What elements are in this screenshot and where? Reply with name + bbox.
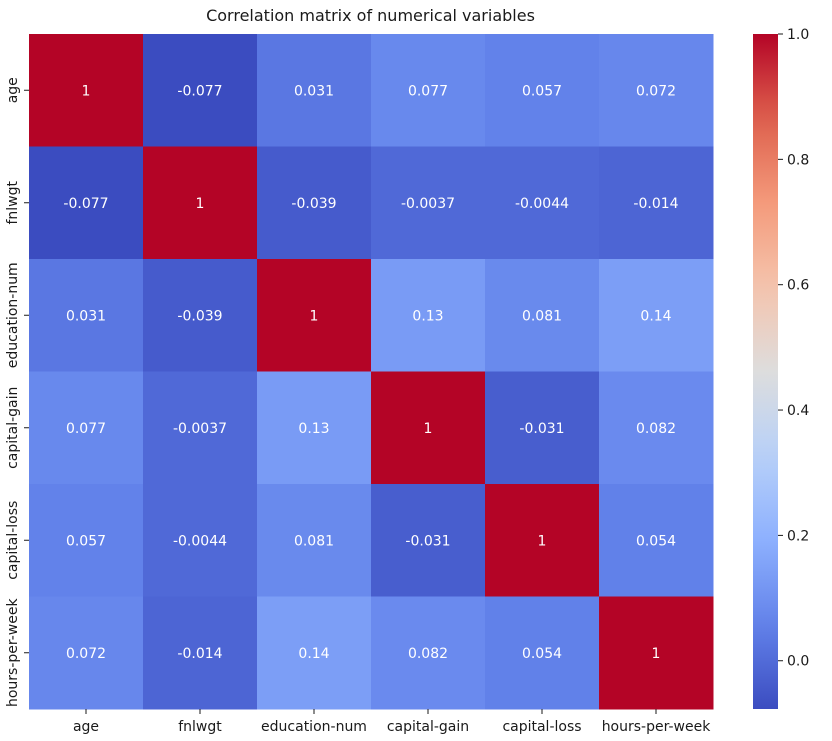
y-tick-label: capital-gain xyxy=(5,387,21,469)
cell-annotation: 0.031 xyxy=(66,308,106,324)
heatmap-cell-fnlwgt-education-num xyxy=(257,146,372,260)
heatmap-cell-fnlwgt-capital-gain xyxy=(371,146,486,260)
y-tick-label: age xyxy=(5,77,21,103)
cell-annotation: -0.031 xyxy=(405,533,450,549)
cell-annotation: 0.072 xyxy=(66,646,106,662)
heatmap-cell-capital-gain-hours-per-week xyxy=(599,371,714,485)
colorbar-tick-label: 0.4 xyxy=(787,403,809,419)
colorbar-tick-label: 0.2 xyxy=(787,528,809,544)
heatmap-cell-age-age xyxy=(29,34,144,147)
heatmap-cell-education-num-capital-gain xyxy=(371,259,486,372)
cell-annotation: -0.014 xyxy=(633,196,678,212)
colorbar-tick-label: 0.8 xyxy=(787,152,809,168)
heatmap-cell-capital-loss-fnlwgt xyxy=(143,484,258,597)
heatmap-cell-fnlwgt-hours-per-week xyxy=(599,146,714,260)
heatmap-cell-education-num-hours-per-week xyxy=(599,259,714,372)
cell-annotation: 0.054 xyxy=(636,533,676,549)
cell-annotation: 0.031 xyxy=(294,83,334,99)
heatmap-cell-age-education-num xyxy=(257,34,372,147)
cell-annotation: -0.0037 xyxy=(173,421,227,437)
cell-annotation: -0.014 xyxy=(177,646,222,662)
cell-annotation: 0.13 xyxy=(298,421,329,437)
x-tick-label: education-num xyxy=(261,719,367,735)
colorbar: 0.0 0.2 0.4 0.6 0.8 1.0 xyxy=(753,27,809,709)
cell-annotation: 0.077 xyxy=(66,421,106,437)
cell-annotation: 0.057 xyxy=(66,533,106,549)
cell-annotation: 0.077 xyxy=(408,83,448,99)
y-tick-label: fnlwgt xyxy=(5,180,21,224)
cell-annotation: -0.0037 xyxy=(401,196,455,212)
heatmap-cell-capital-loss-age xyxy=(29,484,144,597)
cell-annotation: -0.077 xyxy=(63,196,108,212)
heatmap-cell-hours-per-week-capital-loss xyxy=(485,596,600,710)
heatmap-cell-capital-loss-capital-gain xyxy=(371,484,486,597)
cell-annotation: 0.13 xyxy=(412,308,443,324)
cell-annotation: 1 xyxy=(652,646,661,662)
y-tick-label: education-num xyxy=(5,262,21,368)
cell-annotation: 1 xyxy=(538,533,547,549)
heatmap-cell-capital-loss-education-num xyxy=(257,484,372,597)
heatmap-cell-hours-per-week-education-num xyxy=(257,596,372,710)
cell-annotation: 0.082 xyxy=(636,421,676,437)
heatmap-cell-age-fnlwgt xyxy=(143,34,258,147)
cell-annotation: 0.081 xyxy=(294,533,334,549)
y-tick-label: hours-per-week xyxy=(5,598,21,708)
cell-annotation: -0.039 xyxy=(177,308,222,324)
x-tick-label: age xyxy=(73,719,99,735)
cell-annotation: 0.082 xyxy=(408,646,448,662)
heatmap-cell-hours-per-week-fnlwgt xyxy=(143,596,258,710)
heatmap-cell-capital-gain-capital-gain xyxy=(371,371,486,485)
heatmap-cell-fnlwgt-capital-loss xyxy=(485,146,600,260)
chart-title: Correlation matrix of numerical variable… xyxy=(206,6,535,25)
x-tick-label: capital-loss xyxy=(502,719,581,735)
cell-annotation: -0.0044 xyxy=(515,196,569,212)
cell-annotation: 0.054 xyxy=(522,646,562,662)
heatmap-cell-capital-gain-education-num xyxy=(257,371,372,485)
cell-annotation: 0.14 xyxy=(298,646,329,662)
x-tick-label: fnlwgt xyxy=(178,719,222,735)
heatmap-cell-hours-per-week-capital-gain xyxy=(371,596,486,710)
colorbar-tick-label: 0.6 xyxy=(787,278,809,294)
cell-annotation: 0.081 xyxy=(522,308,562,324)
heatmap-cell-capital-gain-age xyxy=(29,371,144,485)
cell-annotation: 0.057 xyxy=(522,83,562,99)
cell-annotation: -0.0044 xyxy=(173,533,227,549)
cell-annotation: -0.077 xyxy=(177,83,222,99)
cell-annotation: 0.14 xyxy=(640,308,671,324)
cell-annotation: 1 xyxy=(82,83,91,99)
cell-annotation: -0.031 xyxy=(519,421,564,437)
x-tick-label: capital-gain xyxy=(387,719,469,735)
heatmap-cell-fnlwgt-age xyxy=(29,146,144,260)
heatmap-cell-capital-gain-fnlwgt xyxy=(143,371,258,485)
heatmap-cell-education-num-age xyxy=(29,259,144,372)
heatmap-cell-hours-per-week-age xyxy=(29,596,144,710)
heatmap-cell-education-num-education-num xyxy=(257,259,372,372)
cell-annotation: 1 xyxy=(196,196,205,212)
cell-annotation: 0.072 xyxy=(636,83,676,99)
heatmap-cell-capital-gain-capital-loss xyxy=(485,371,600,485)
heatmap-cell-education-num-fnlwgt xyxy=(143,259,258,372)
heatmap-cell-capital-loss-hours-per-week xyxy=(599,484,714,597)
heatmap-cell-education-num-capital-loss xyxy=(485,259,600,372)
cell-annotation: -0.039 xyxy=(291,196,336,212)
colorbar-gradient xyxy=(753,34,778,709)
heatmap-cell-age-capital-loss xyxy=(485,34,600,147)
x-axis: age fnlwgt education-num capital-gain capita… xyxy=(73,709,711,735)
heatmap-cell-capital-loss-capital-loss xyxy=(485,484,600,597)
heatmap-cell-fnlwgt-fnlwgt xyxy=(143,146,258,260)
cell-annotation: 1 xyxy=(424,421,433,437)
heatmap-cell-age-capital-gain xyxy=(371,34,486,147)
colorbar-tick-label: 1.0 xyxy=(787,27,809,43)
heatmap-cell-age-hours-per-week xyxy=(599,34,714,147)
y-tick-label: capital-loss xyxy=(5,501,21,580)
heatmap-cells: 1 -0.077 0.031 0.077 0.057 0.072 -0.077 1 -0.039… xyxy=(29,34,714,710)
colorbar-tick-label: 0.0 xyxy=(787,654,809,670)
y-axis: age fnlwgt education-num capital-gain capita… xyxy=(5,77,29,707)
x-tick-label: hours-per-week xyxy=(602,719,712,735)
cell-annotation: 1 xyxy=(310,308,319,324)
heatmap-cell-hours-per-week-hours-per-week xyxy=(599,596,714,710)
